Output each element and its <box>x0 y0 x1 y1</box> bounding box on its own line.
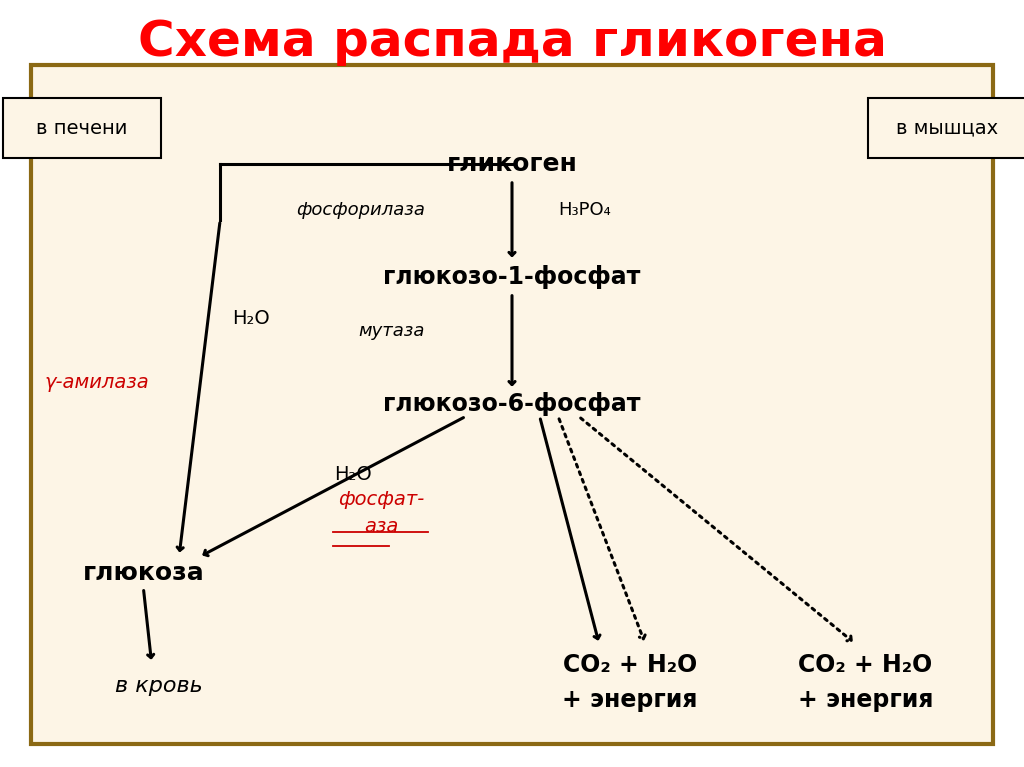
Text: глюкоза: глюкоза <box>83 561 204 585</box>
Text: фосфорилаза: фосфорилаза <box>296 200 425 219</box>
FancyBboxPatch shape <box>868 98 1024 159</box>
Text: глюкозо-1-фосфат: глюкозо-1-фосфат <box>383 265 641 288</box>
Text: H₂O: H₂O <box>335 465 372 484</box>
Text: CO₂ + H₂O
+ энергия: CO₂ + H₂O + энергия <box>562 653 697 712</box>
Text: в кровь: в кровь <box>115 676 203 696</box>
Text: глюкозо-6-фосфат: глюкозо-6-фосфат <box>383 392 641 416</box>
Text: γ-амилаза: γ-амилаза <box>45 373 150 392</box>
FancyBboxPatch shape <box>2 98 162 159</box>
Text: гликоген: гликоген <box>446 152 578 176</box>
Text: фосфат-
аза: фосфат- аза <box>338 490 424 535</box>
Text: мутаза: мутаза <box>358 322 425 340</box>
Text: в печени: в печени <box>36 119 128 138</box>
Text: H₃PO₄: H₃PO₄ <box>558 200 611 219</box>
Text: CO₂ + H₂O
+ энергия: CO₂ + H₂O + энергия <box>798 653 933 712</box>
Text: в мышцах: в мышцах <box>896 119 998 138</box>
Text: Схема распада гликогена: Схема распада гликогена <box>137 18 887 66</box>
Text: H₂O: H₂O <box>232 309 269 328</box>
